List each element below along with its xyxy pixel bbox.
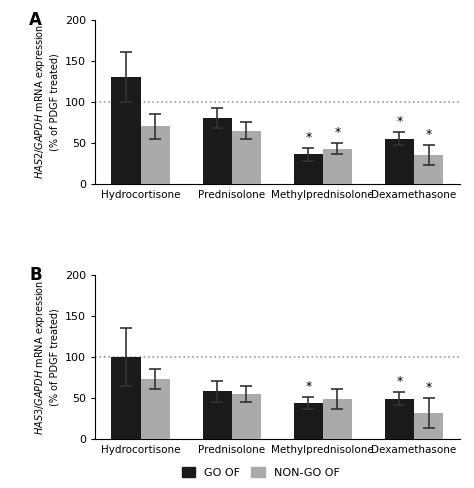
Bar xyxy=(141,379,170,439)
Bar xyxy=(294,155,323,184)
Text: *: * xyxy=(334,126,341,139)
Bar xyxy=(294,403,323,439)
Legend: GO OF, NON-GO OF: GO OF, NON-GO OF xyxy=(178,463,344,483)
Bar xyxy=(385,139,414,184)
Bar xyxy=(202,391,232,439)
Bar xyxy=(111,357,141,439)
Bar xyxy=(232,394,261,439)
Bar xyxy=(111,77,141,184)
Y-axis label: $\it{HAS3}$/$\it{GAPDH}$ mRNA expression
(% of PDGF treated): $\it{HAS3}$/$\it{GAPDH}$ mRNA expression… xyxy=(34,279,59,434)
Bar xyxy=(202,118,232,184)
Bar xyxy=(323,399,352,439)
Text: *: * xyxy=(426,128,432,142)
Bar xyxy=(232,131,261,184)
Bar xyxy=(141,126,170,184)
Y-axis label: $\it{HAS2}$/$\it{GAPDH}$ mRNA expression
(% of PDGF treated): $\it{HAS2}$/$\it{GAPDH}$ mRNA expression… xyxy=(34,24,59,180)
Bar xyxy=(414,155,443,184)
Text: A: A xyxy=(29,11,42,29)
Text: *: * xyxy=(426,381,432,394)
Bar xyxy=(323,149,352,184)
Text: B: B xyxy=(29,266,42,285)
Text: *: * xyxy=(396,375,402,388)
Text: *: * xyxy=(396,115,402,128)
Text: *: * xyxy=(305,131,311,144)
Bar xyxy=(385,399,414,439)
Text: *: * xyxy=(305,380,311,393)
Bar xyxy=(414,413,443,439)
